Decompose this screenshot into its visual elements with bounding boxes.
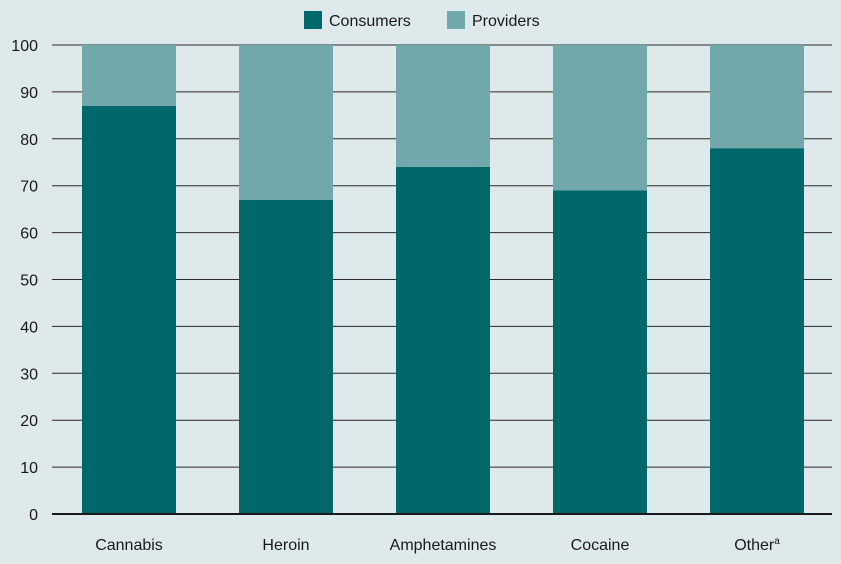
x-tick-label: Heroin — [262, 537, 309, 554]
y-tick-label: 100 — [11, 38, 38, 55]
y-axis-ticks: 0 10 20 30 40 50 60 70 80 90 100 — [11, 38, 38, 524]
bar-providers-other — [710, 45, 804, 149]
bar-consumers-cannabis — [82, 105, 176, 514]
bar-providers-cannabis — [82, 45, 176, 106]
x-tick-label: Cocaine — [571, 537, 630, 554]
y-tick-label: 40 — [20, 319, 38, 336]
x-tick-label-text: Other — [734, 537, 775, 554]
bar-providers-amphetamines — [396, 45, 490, 167]
bar-consumers-amphetamines — [396, 166, 490, 514]
y-tick-label: 70 — [20, 179, 38, 196]
x-tick-label: Cannabis — [95, 537, 163, 554]
x-tick-label: Amphetamines — [390, 537, 497, 554]
bar-consumers-cocaine — [553, 190, 647, 514]
y-tick-label: 0 — [29, 507, 38, 524]
y-tick-label: 20 — [20, 413, 38, 430]
y-tick-label: 10 — [20, 460, 38, 477]
y-tick-label: 90 — [20, 85, 38, 102]
x-tick-superscript: a — [774, 536, 780, 547]
legend-label-consumers: Consumers — [329, 13, 411, 30]
x-tick-label-text: Cocaine — [571, 537, 630, 554]
y-tick-label: 60 — [20, 226, 38, 243]
x-axis-labels: Cannabis Heroin Amphetamines Cocaine Othera — [95, 536, 780, 554]
bar-providers-cocaine — [553, 45, 647, 191]
bar-consumers-heroin — [239, 199, 333, 514]
x-tick-label-text: Amphetamines — [390, 537, 497, 554]
y-tick-label: 50 — [20, 273, 38, 290]
chart-legend: Consumers Providers — [304, 11, 540, 30]
legend-swatch-consumers — [304, 11, 322, 29]
bar-consumers-other — [710, 148, 804, 514]
x-tick-label-text: Cannabis — [95, 537, 163, 554]
bars-group — [82, 45, 804, 514]
bar-providers-heroin — [239, 45, 333, 200]
legend-swatch-providers — [447, 11, 465, 29]
y-tick-label: 30 — [20, 366, 38, 383]
legend-label-providers: Providers — [472, 13, 540, 30]
y-tick-label: 80 — [20, 132, 38, 149]
x-tick-label: Othera — [734, 536, 780, 554]
x-tick-label-text: Heroin — [262, 537, 309, 554]
